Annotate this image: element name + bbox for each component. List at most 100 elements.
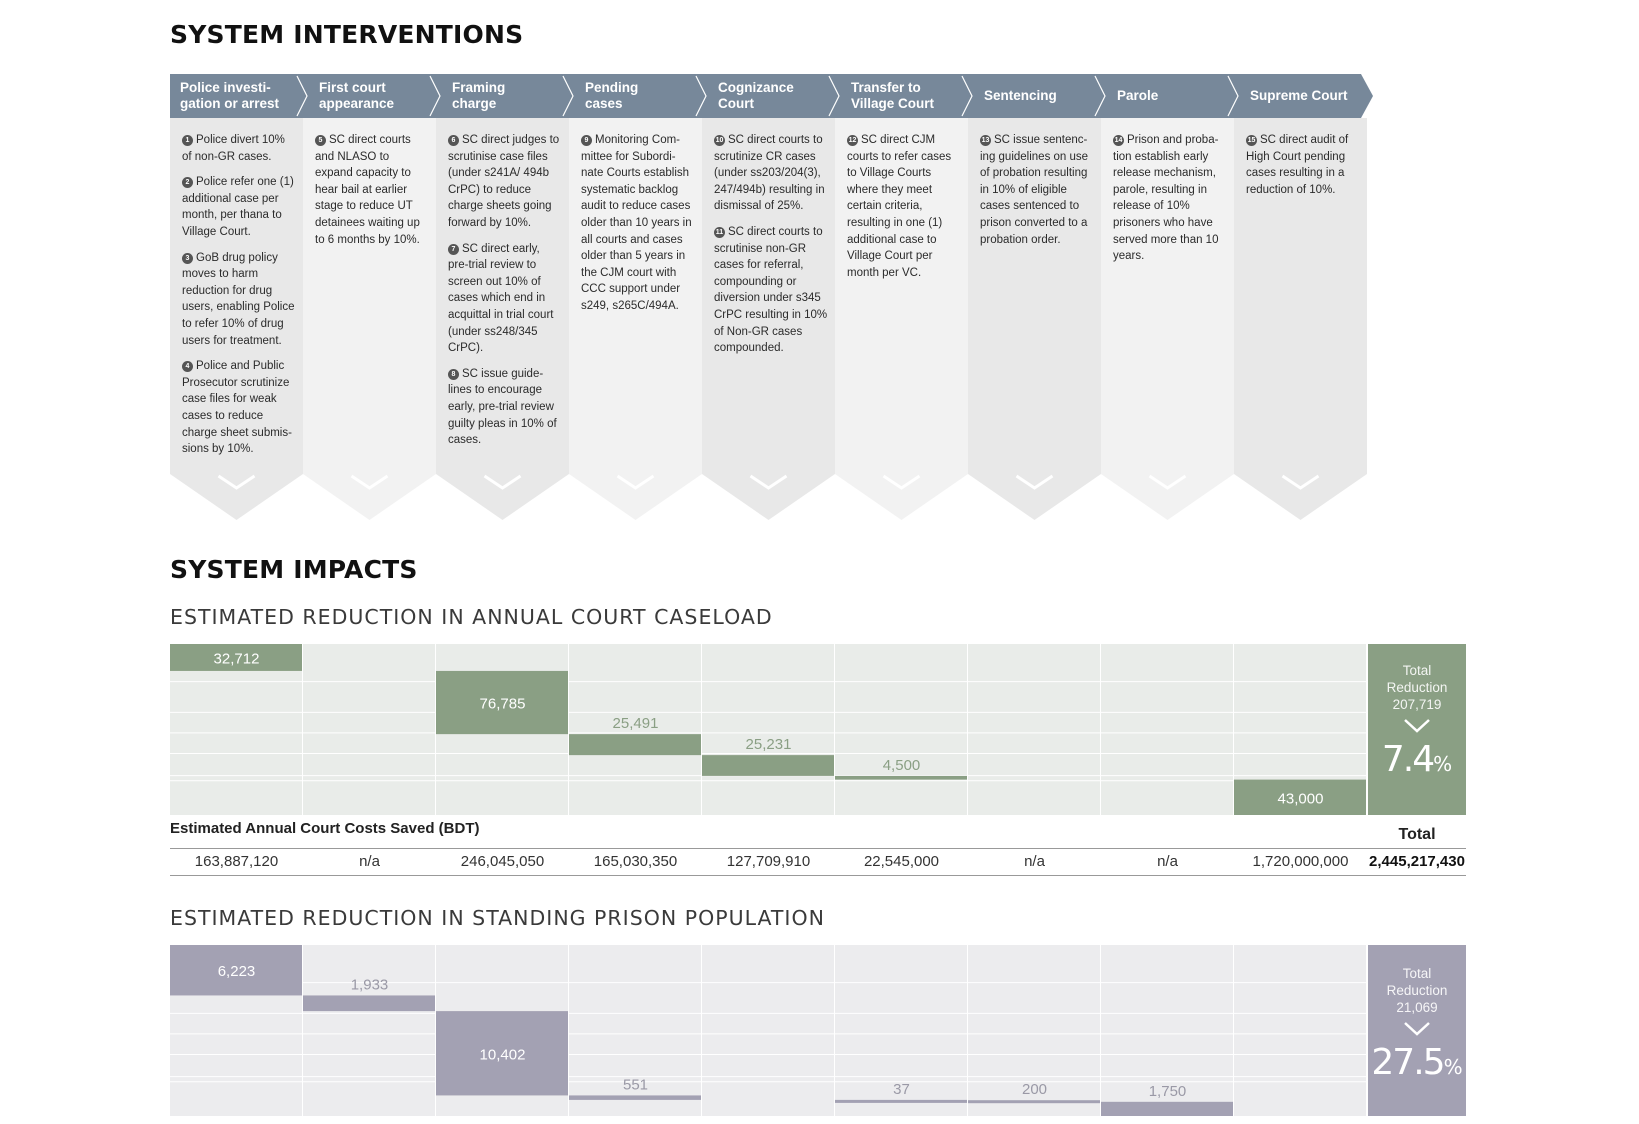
bar-value-label: 1,933 [351, 976, 389, 993]
stage-notes-column: 1 Police divert 10% of non-GR cases. 2 Poli… [182, 132, 296, 467]
note-text: SC direct early, pre-trial review to scr… [448, 242, 554, 355]
chart-column-bg [303, 945, 435, 1116]
stage-header-bar [170, 74, 1373, 118]
note-number-badge: 8 [448, 368, 459, 380]
stage-divider-arrow [695, 75, 707, 117]
stage-notes-column: 14 Prison and proba-tion establish early … [1113, 132, 1227, 274]
stage-column-bg [835, 118, 968, 520]
chart-column-bg [835, 644, 967, 815]
cost-value: 22,545,000 [863, 853, 940, 870]
stage-column-bg [1234, 118, 1367, 520]
stage-column-bg [1101, 118, 1234, 520]
intervention-note: 11 SC direct courts to scrutinise non-GR … [714, 224, 828, 357]
note-number-badge: 11 [714, 226, 725, 238]
interventions-title: SYSTEM INTERVENTIONS [170, 20, 524, 49]
stage-notes-column: 9 Monitoring Com-mittee for Subordi-nate … [581, 132, 695, 324]
intervention-note: 8 SC issue guide-lines to encourage early… [448, 366, 562, 449]
cost-value: 127,709,910 [726, 853, 811, 870]
intervention-flow-graphic [170, 74, 1373, 520]
chevron-down-icon [1404, 1022, 1430, 1036]
bar-value-label: 4,500 [883, 757, 921, 774]
stage-label: Cognizance Court [718, 80, 794, 111]
stage-notes-column: 10 SC direct courts to scrutinize CR case… [714, 132, 828, 366]
bar-value-label: 200 [1022, 1081, 1047, 1098]
bar-value-label: 76,785 [480, 696, 526, 713]
note-text: SC direct courts to scrutinize CR cases … [714, 134, 825, 213]
stage-notes-column: 12 SC direct CJM courts to refer cases to… [847, 132, 961, 290]
caseload-heading: ESTIMATED REDUCTION IN ANNUAL COURT CASE… [170, 605, 773, 629]
stage-divider-arrow [562, 75, 574, 117]
chart-column-bg [968, 945, 1100, 1116]
prison-total-percent: 27.5% [1368, 1042, 1466, 1083]
cost-value: 163,887,120 [194, 853, 279, 870]
stage-divider-arrow [1227, 75, 1239, 117]
note-number-badge: 7 [448, 243, 459, 255]
cost-value: 165,030,350 [593, 853, 678, 870]
bar-value-label: 43,000 [1278, 790, 1324, 807]
impacts-title: SYSTEM IMPACTS [170, 555, 418, 584]
waterfall-bar [835, 1099, 967, 1103]
stage-column-bg [436, 118, 569, 520]
bar-value-label: 32,712 [214, 650, 260, 667]
note-number-badge: 4 [182, 361, 193, 373]
intervention-note: 10 SC direct courts to scrutinize CR case… [714, 132, 828, 215]
note-text: GoB drug policy moves to harm reduction … [182, 251, 295, 347]
intervention-note: 4 Police and Public Prosecutor scrutinize… [182, 358, 296, 458]
chart-column-bg [968, 644, 1100, 815]
cost-value: n/a [1024, 853, 1045, 870]
intervention-note: 3 GoB drug policy moves to harm reduction… [182, 250, 296, 350]
note-number-badge: 15 [1246, 135, 1257, 146]
intervention-note: 14 Prison and proba-tion establish early … [1113, 132, 1227, 265]
note-number-badge: 9 [581, 135, 592, 146]
waterfall-bar [835, 775, 967, 780]
stage-label: Pending cases [585, 80, 639, 111]
waterfall-bar [170, 945, 302, 996]
stage-label: Sentencing [984, 88, 1057, 103]
chart-column-bg [702, 644, 834, 815]
note-text: Police refer one (1) additional case per… [182, 176, 294, 238]
waterfall-bar [968, 1100, 1100, 1104]
stage-label: Parole [1117, 88, 1159, 103]
chevron-down-icon [1148, 474, 1187, 490]
chevron-down-icon [217, 474, 256, 490]
chart-column-bg [170, 945, 302, 1116]
chart-column-bg [1234, 945, 1366, 1116]
chevron-down-icon [749, 474, 788, 490]
caseload-total-percent: 7.4% [1368, 739, 1466, 780]
note-text: Monitoring Com-mittee for Subordi-nate C… [581, 134, 692, 312]
chart-column-bg [436, 945, 568, 1116]
caseload-total-label-2: Reduction [1386, 680, 1448, 695]
chart-column-bg [569, 945, 701, 1116]
chevron-down-icon [1015, 474, 1054, 490]
intervention-note: 5 SC direct courts and NLASO to expand ca… [315, 132, 429, 248]
chart-column-bg [835, 945, 967, 1116]
chart-column-bg [303, 644, 435, 815]
caseload-pct-value: 7.4 [1381, 739, 1435, 780]
note-text: SC direct courts and NLASO to expand cap… [315, 134, 420, 246]
chart-column-bg [702, 945, 834, 1116]
note-number-badge: 14 [1113, 135, 1124, 146]
stage-column-bg [968, 118, 1101, 520]
caseload-total-value: 207,719 [1392, 697, 1442, 712]
waterfall-bar [569, 734, 701, 756]
waterfall-bar [1234, 779, 1366, 815]
intervention-note: 15 SC direct audit of High Court pending … [1246, 132, 1360, 198]
bar-value-label: 551 [623, 1076, 648, 1093]
stage-divider-arrow [828, 75, 840, 117]
intervention-note: 1 Police divert 10% of non-GR cases. [182, 132, 296, 165]
intervention-note: 13 SC issue sentenc-ing guidelines on use… [980, 132, 1094, 248]
note-number-badge: 10 [714, 135, 725, 146]
stage-notes-column: 13 SC issue sentenc-ing guidelines on use… [980, 132, 1094, 257]
prison-total-label-1: Total [1402, 966, 1432, 981]
prison-pct-value: 27.5 [1371, 1042, 1445, 1083]
note-number-badge: 12 [847, 135, 858, 146]
chevron-down-icon [1404, 719, 1430, 733]
waterfall-bar [170, 644, 302, 671]
prison-total-label-2: Reduction [1386, 983, 1448, 998]
chart-column-bg [569, 644, 701, 815]
stage-label: Supreme Court [1250, 88, 1348, 103]
note-number-badge: 2 [182, 177, 193, 189]
intervention-note: 12 SC direct CJM courts to refer cases to… [847, 132, 961, 281]
costs-total-label: Total [1398, 826, 1436, 843]
note-text: SC direct CJM courts to refer cases to V… [847, 134, 952, 279]
